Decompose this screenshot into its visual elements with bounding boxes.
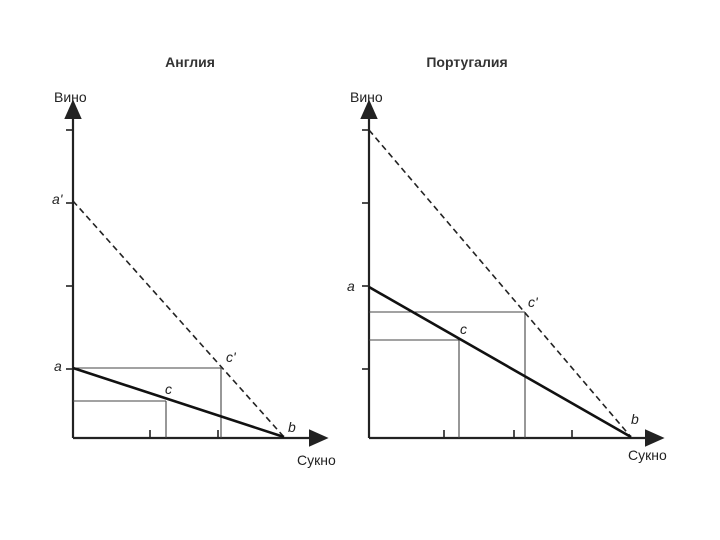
england-dashed-line bbox=[72, 200, 285, 438]
portugal-label-c: c bbox=[460, 321, 467, 337]
england-panel: Англия Вино Сукно a' a c' c b bbox=[52, 54, 336, 468]
england-label-a-prime: a' bbox=[52, 191, 64, 207]
portugal-label-c-prime: c' bbox=[528, 294, 539, 310]
portugal-label-a: a bbox=[347, 278, 355, 294]
england-label-c-prime: c' bbox=[226, 349, 237, 365]
england-label-a: a bbox=[54, 358, 62, 374]
portugal-solid-line bbox=[368, 285, 632, 439]
portugal-title: Португалия bbox=[426, 54, 507, 70]
england-label-c: c bbox=[165, 381, 172, 397]
england-solid-line bbox=[72, 366, 285, 439]
portugal-panel: Португалия Вино Сукно a c' c b bbox=[347, 54, 667, 463]
england-label-b: b bbox=[288, 419, 296, 435]
england-y-axis-label: Вино bbox=[54, 89, 87, 105]
england-title: Англия bbox=[165, 54, 215, 70]
portugal-label-b: b bbox=[631, 411, 639, 427]
england-x-axis-label: Сукно bbox=[297, 452, 336, 468]
portugal-dashed-line bbox=[368, 129, 632, 438]
portugal-y-axis-label: Вино bbox=[350, 89, 383, 105]
portugal-x-axis-label: Сукно bbox=[628, 447, 667, 463]
